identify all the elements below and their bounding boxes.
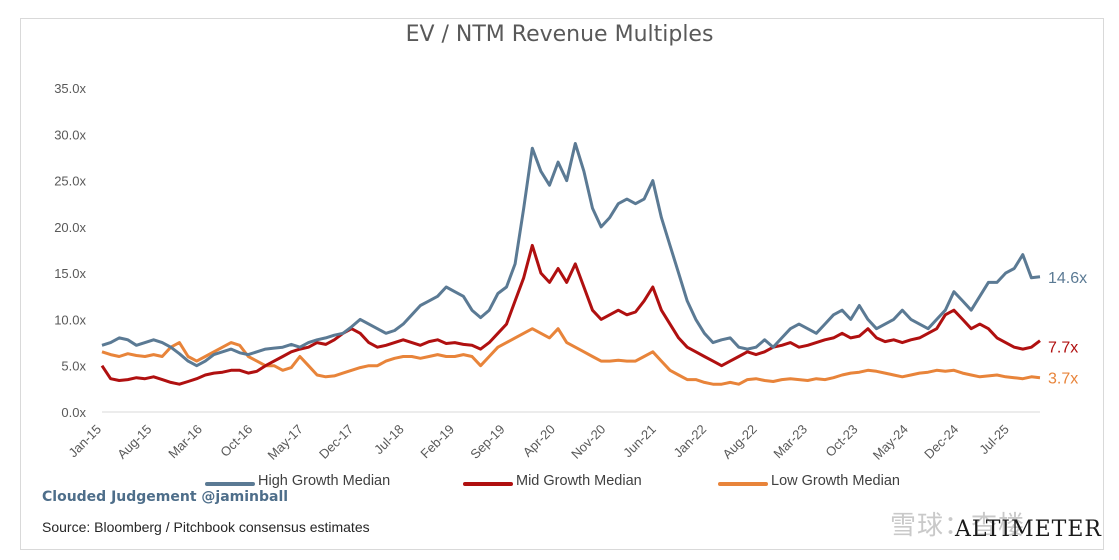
legend-low-growth: Low Growth Median xyxy=(771,473,900,489)
author-handle: Clouded Judgement @jaminball xyxy=(42,489,289,505)
y-tick-label: 20.0x xyxy=(54,220,86,235)
watermark: 雪球：杳楼 xyxy=(890,511,1026,541)
x-tick-label: Aug-15 xyxy=(114,422,154,462)
x-tick-label: Aug-22 xyxy=(719,422,759,462)
series-lines xyxy=(100,142,1041,386)
legend-swatch-mid xyxy=(463,482,513,486)
x-tick-label: May-17 xyxy=(265,422,306,463)
y-tick-label: 25.0x xyxy=(54,174,86,189)
x-tick-label: Apr-20 xyxy=(520,422,558,460)
source-note: Source: Bloomberg / Pitchbook consensus … xyxy=(42,519,370,535)
end-label-0: 14.6x xyxy=(1048,270,1087,287)
end-label-2: 3.7x xyxy=(1048,371,1078,388)
x-tick-label: Jul-25 xyxy=(976,422,1012,458)
series-line-1 xyxy=(100,243,1041,386)
legend-high-growth: High Growth Median xyxy=(258,473,391,489)
series-line-0 xyxy=(101,142,1041,368)
x-tick-label: Oct-23 xyxy=(822,422,860,460)
chart-title: EV / NTM Revenue Multiples xyxy=(405,22,714,47)
x-axis: Jan-15 Aug-15 Mar-16 Oct-16 May-17 Dec-17 Jul-… xyxy=(65,411,1040,463)
legend-mid-growth: Mid Growth Median xyxy=(516,473,642,489)
brand-logo: ALTIMETER xyxy=(955,517,1102,542)
y-tick-label: 5.0x xyxy=(61,359,86,374)
legend-swatch-low xyxy=(718,482,768,486)
y-tick-label: 15.0x xyxy=(54,266,86,281)
series-line-2 xyxy=(101,327,1041,386)
x-tick-label: Nov-20 xyxy=(568,422,608,462)
x-tick-label: Mar-23 xyxy=(770,422,810,462)
x-tick-label: Jul-18 xyxy=(371,422,407,458)
x-tick-label: Dec-24 xyxy=(921,422,961,462)
x-tick-label: Jun-21 xyxy=(620,422,659,461)
x-tick-label: Oct-16 xyxy=(217,422,255,460)
x-tick-label: Sep-19 xyxy=(467,422,507,462)
legend-swatch-high xyxy=(205,482,255,486)
y-tick-label: 0.0x xyxy=(61,405,86,420)
y-tick-label: 30.0x xyxy=(54,127,86,142)
y-tick-label: 10.0x xyxy=(54,312,86,327)
chart-frame xyxy=(20,18,1104,550)
x-tick-label: Mar-16 xyxy=(165,422,205,462)
end-label-1: 7.7x xyxy=(1048,340,1078,357)
x-tick-label: Feb-19 xyxy=(417,422,457,462)
y-tick-label: 35.0x xyxy=(54,81,86,96)
x-tick-label: Dec-17 xyxy=(316,422,356,462)
x-tick-label: May-24 xyxy=(870,422,911,463)
y-axis: 0.0x 5.0x 10.0x 15.0x 20.0x 25.0x 30.0x 35.0x xyxy=(54,81,86,420)
end-labels: 14.6x 7.7x 3.7x xyxy=(1048,270,1087,388)
x-tick-label: Jan-15 xyxy=(65,422,104,461)
x-tick-label: Jan-22 xyxy=(671,422,710,461)
